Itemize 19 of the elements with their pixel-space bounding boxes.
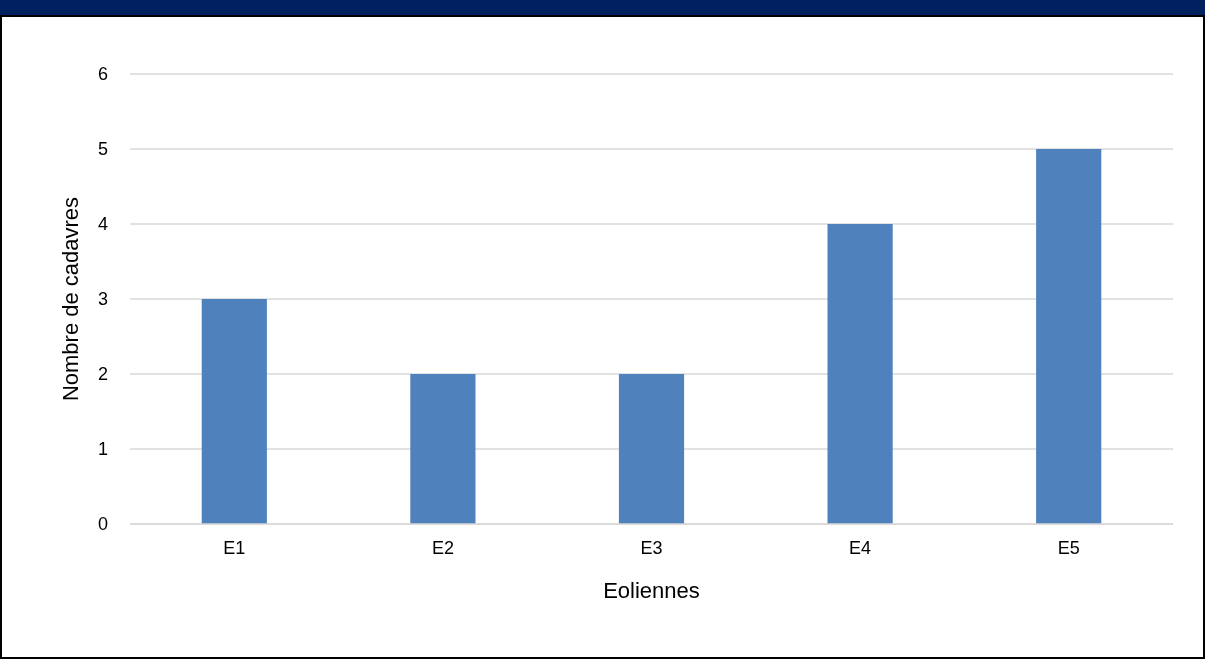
bar <box>827 224 893 524</box>
x-tick-label: E2 <box>431 538 454 558</box>
x-tick-label: E4 <box>849 538 872 558</box>
y-tick-label: 1 <box>97 439 108 460</box>
bar <box>1036 149 1102 524</box>
x-tick-label: E5 <box>1057 538 1080 558</box>
y-tick-label: 5 <box>97 139 108 160</box>
x-tick-label: E3 <box>640 538 663 558</box>
y-axis-title: Nombre de cadavres <box>58 196 83 402</box>
y-tick-label: 3 <box>97 289 108 310</box>
y-tick-label: 0 <box>97 514 108 535</box>
bar <box>618 374 685 524</box>
y-tick-label: 2 <box>97 364 108 385</box>
bar <box>410 374 476 524</box>
x-axis-title: Eoliennes <box>603 578 700 603</box>
bar <box>201 299 267 524</box>
y-tick-label: 6 <box>97 64 108 85</box>
y-tick-label: 4 <box>97 214 108 235</box>
x-tick-label: E1 <box>223 538 246 558</box>
